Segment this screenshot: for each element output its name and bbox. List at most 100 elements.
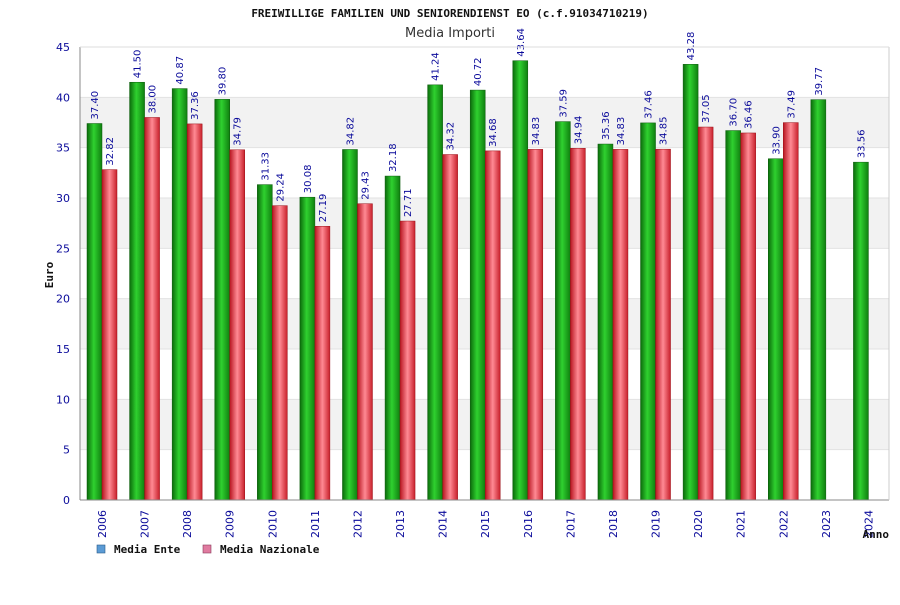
bar-media-ente <box>768 158 784 501</box>
data-label: 37.49 <box>786 90 797 119</box>
bar-media-nazionale <box>357 203 373 501</box>
bar-media-ente <box>597 143 614 501</box>
data-label: 43.28 <box>686 32 697 61</box>
bar-media-nazionale <box>186 123 203 501</box>
x-tick-label: 2012 <box>351 510 364 538</box>
bar-media-nazionale <box>484 150 501 501</box>
legend-swatch-media-nazionale <box>202 544 212 554</box>
bar-media-ente <box>853 161 869 501</box>
x-tick-label: 2022 <box>777 510 790 538</box>
y-axis-label: Euro <box>43 261 56 288</box>
bar-media-nazionale <box>783 122 799 501</box>
x-axis-ticks: 2006 2007 2008 2009 2010 2011 2012 2013 2014 2015… <box>96 510 875 538</box>
data-label: 37.36 <box>190 91 201 120</box>
x-tick-label: 2011 <box>309 510 322 538</box>
bar-media-ente <box>384 175 401 501</box>
bar-media-nazionale <box>697 126 714 501</box>
bar-media-nazionale <box>570 148 586 501</box>
data-label: 34.79 <box>233 117 244 146</box>
data-label: 34.94 <box>573 116 584 145</box>
bar-media-ente <box>469 89 486 501</box>
bar-media-ente <box>214 99 230 501</box>
x-tick-label: 2020 <box>692 510 705 538</box>
bar-media-nazionale <box>612 149 629 501</box>
bar-media-nazionale <box>399 220 416 501</box>
y-tick-label: 30 <box>56 192 70 205</box>
y-tick-label: 5 <box>63 444 70 457</box>
bar-media-ente <box>512 60 529 501</box>
x-tick-label: 2024 <box>862 510 875 538</box>
data-label: 39.80 <box>218 67 229 96</box>
y-tick-label: 45 <box>56 41 70 54</box>
data-label: 39.77 <box>814 67 825 96</box>
legend-label-media-ente: Media Ente <box>114 543 181 556</box>
x-tick-label: 2013 <box>394 510 407 538</box>
data-label: 41.50 <box>133 50 144 79</box>
bar-media-ente <box>86 123 103 501</box>
bar-media-ente <box>555 121 571 501</box>
bar-media-ente <box>299 196 316 501</box>
data-label: 37.05 <box>701 94 712 123</box>
bar-media-nazionale <box>442 154 458 501</box>
x-tick-label: 2008 <box>181 510 194 538</box>
x-tick-label: 2014 <box>437 510 450 538</box>
data-label: 37.46 <box>644 90 655 119</box>
data-label: 40.87 <box>175 56 186 85</box>
bar-media-nazionale <box>144 117 160 501</box>
bar-media-ente <box>171 88 188 501</box>
data-label: 27.71 <box>403 188 414 217</box>
data-label: 34.68 <box>488 118 499 147</box>
legend-swatch-media-ente <box>96 544 106 554</box>
data-label: 29.24 <box>275 173 286 202</box>
x-tick-label: 2015 <box>479 510 492 538</box>
x-axis-label: Anno <box>863 528 890 541</box>
data-label: 30.08 <box>303 165 314 194</box>
data-label: 27.19 <box>318 194 329 223</box>
bar-media-nazionale <box>314 226 331 501</box>
bar-media-ente <box>427 84 443 501</box>
y-tick-label: 15 <box>56 343 70 356</box>
bar-media-nazionale <box>740 132 756 501</box>
data-label: 29.43 <box>360 171 371 200</box>
data-label: 43.64 <box>516 28 527 57</box>
x-tick-label: 2010 <box>266 510 279 538</box>
bar-media-nazionale <box>527 149 544 501</box>
x-tick-label: 2017 <box>564 510 577 538</box>
data-label: 37.40 <box>90 91 101 120</box>
data-label: 32.82 <box>105 137 116 166</box>
bar-media-nazionale <box>101 169 118 501</box>
data-label: 33.56 <box>856 130 867 159</box>
data-label: 36.70 <box>729 98 740 127</box>
bar-media-ente <box>810 99 827 501</box>
bar-media-ente <box>129 81 145 501</box>
data-label: 32.18 <box>388 143 399 172</box>
data-label: 40.72 <box>473 57 484 86</box>
data-label: 31.33 <box>260 152 271 181</box>
data-label: 33.90 <box>771 126 782 155</box>
bar-media-ente <box>257 184 273 501</box>
data-label: 35.36 <box>601 111 612 140</box>
bar-media-nazionale <box>229 149 245 501</box>
data-label: 36.46 <box>744 100 755 129</box>
bar-media-nazionale <box>655 148 671 501</box>
legend-label-media-nazionale: Media Nazionale <box>220 543 320 556</box>
chart-title: FREIWILLIGE FAMILIEN UND SENIORENDIENST … <box>251 7 648 20</box>
y-tick-label: 25 <box>56 242 70 255</box>
data-label: 34.83 <box>531 117 542 146</box>
bar-media-ente <box>682 64 699 501</box>
y-tick-label: 40 <box>56 91 70 104</box>
chart-subtitle: Media Importi <box>405 26 495 41</box>
data-label: 34.85 <box>659 117 670 146</box>
data-label: 37.59 <box>558 89 569 118</box>
bar-media-nazionale <box>272 205 288 501</box>
x-tick-label: 2016 <box>522 510 535 538</box>
x-tick-label: 2009 <box>224 510 237 538</box>
bar-media-ente <box>640 122 656 501</box>
y-tick-label: 20 <box>56 293 70 306</box>
bar-media-ente <box>342 149 358 501</box>
legend: Media Ente Media Nazionale <box>96 543 320 556</box>
x-tick-label: 2019 <box>650 510 663 538</box>
x-tick-label: 2007 <box>139 510 152 538</box>
